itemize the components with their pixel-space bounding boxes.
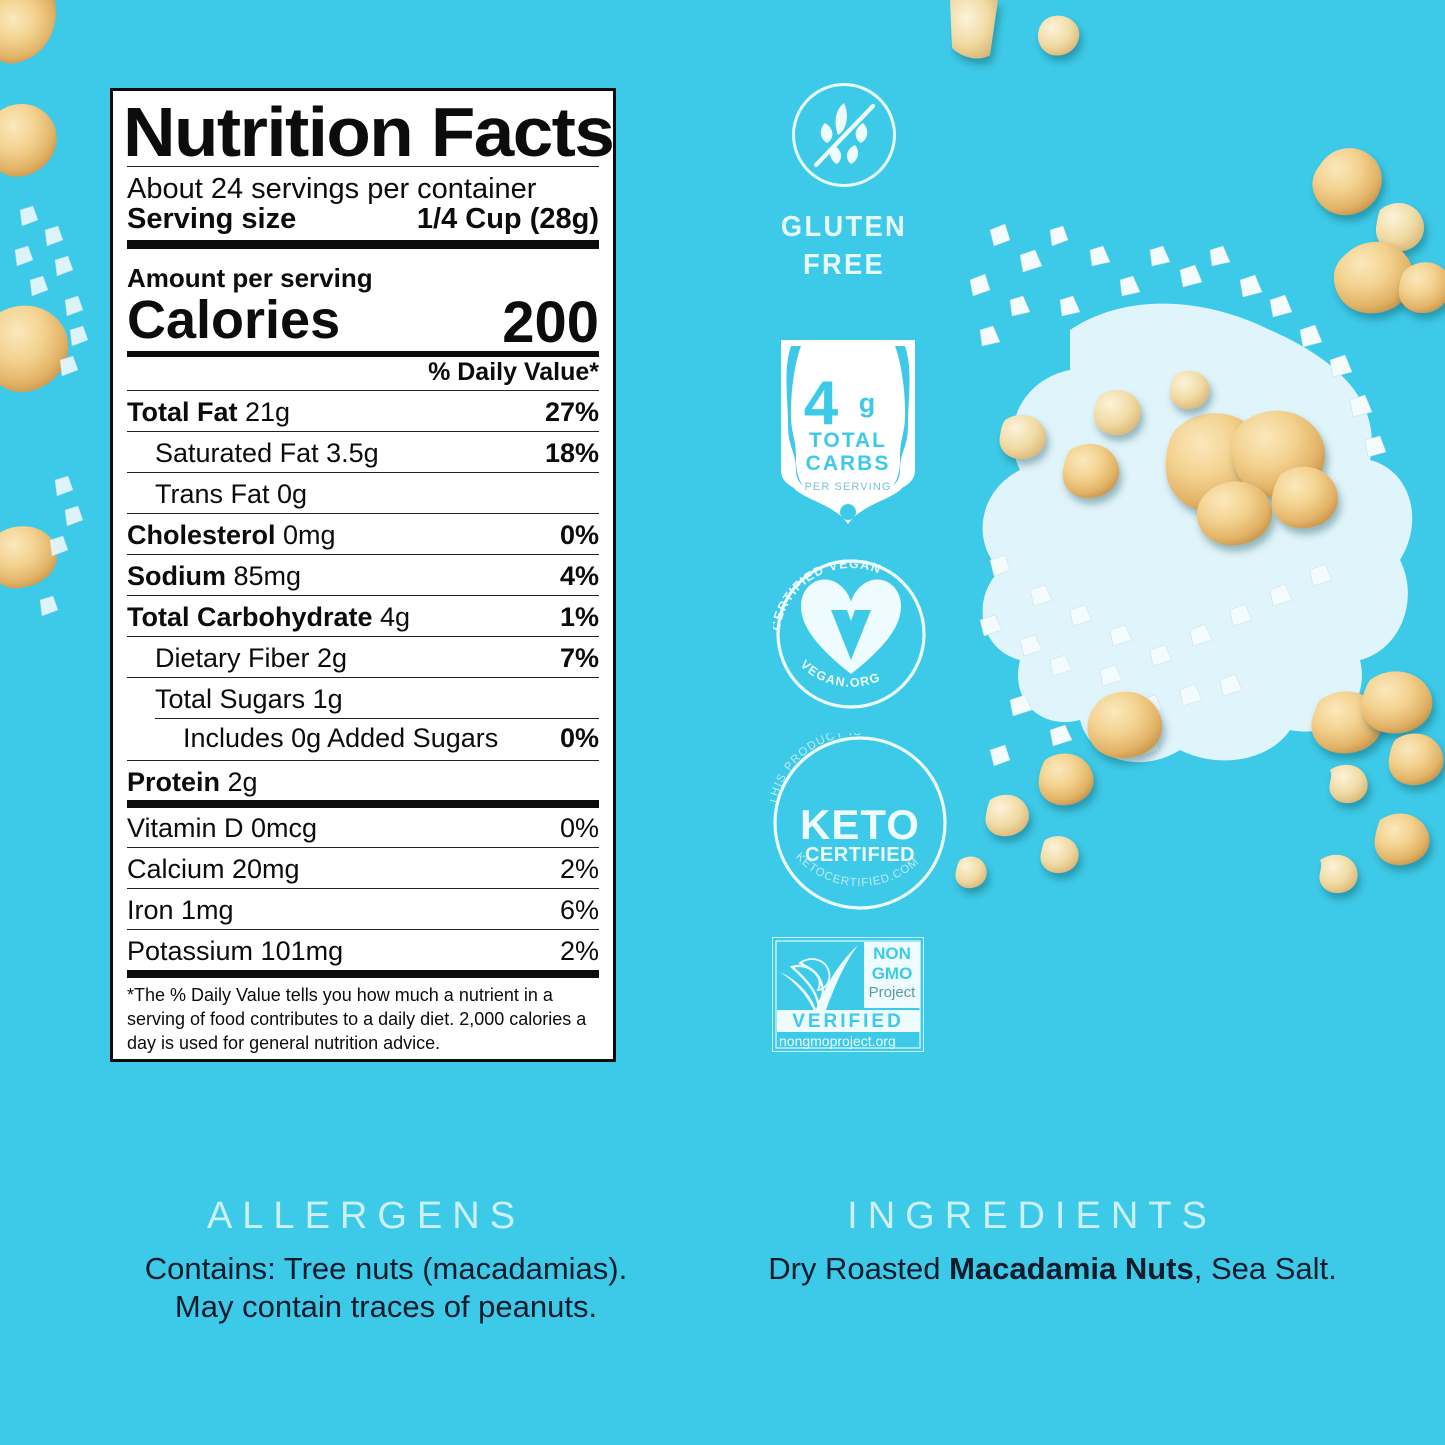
svg-text:CERTIFIED: CERTIFIED: [805, 844, 915, 866]
svg-text:g: g: [859, 388, 876, 418]
svg-text:GMO: GMO: [872, 964, 913, 983]
svg-text:THIS PRODUCT IS: THIS PRODUCT IS: [770, 733, 863, 806]
svg-text:CARBS: CARBS: [806, 452, 891, 475]
svg-text:NON: NON: [873, 944, 911, 963]
svg-text:Project: Project: [869, 984, 917, 1001]
svg-text:nongmoproject.org: nongmoproject.org: [779, 1033, 896, 1049]
svg-text:TOTAL: TOTAL: [809, 429, 887, 452]
svg-text:PER SERVING: PER SERVING: [804, 481, 891, 493]
svg-text:4: 4: [804, 369, 839, 438]
svg-text:KETO: KETO: [800, 801, 920, 848]
svg-text:VERIFIED: VERIFIED: [792, 1011, 904, 1032]
